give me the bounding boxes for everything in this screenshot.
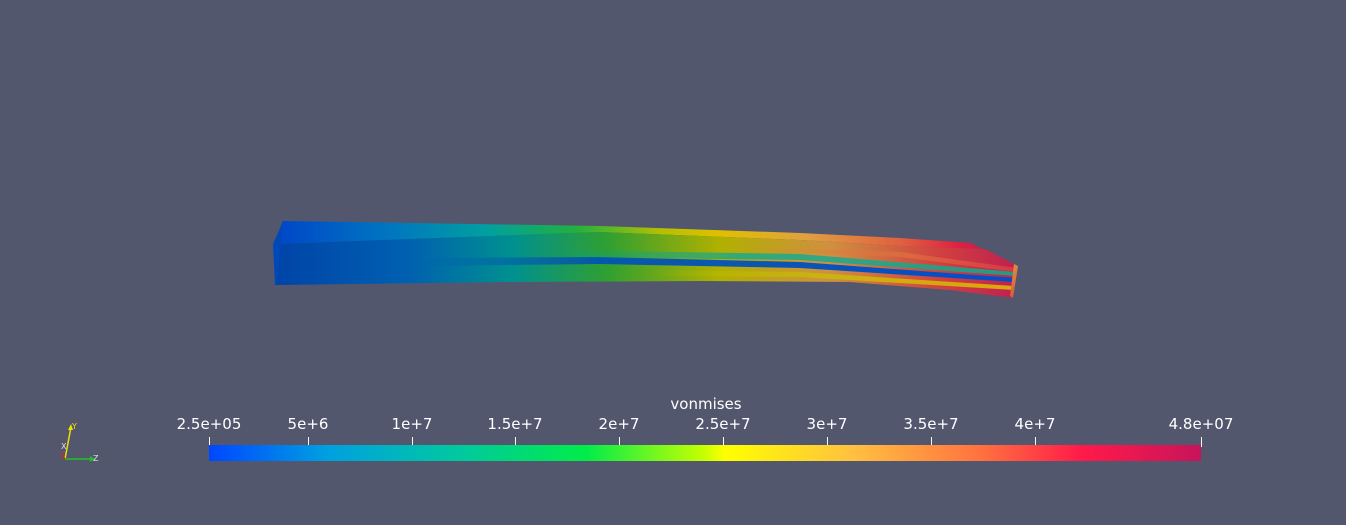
scalar-bar-tick-mark xyxy=(1201,437,1202,447)
y-axis-label: Y xyxy=(72,422,77,431)
scalar-bar-tick-mark xyxy=(931,437,932,447)
scalar-bar-tick-mark xyxy=(619,437,620,447)
colormap-gradient xyxy=(209,445,1201,461)
scalar-bar-tick-mark xyxy=(209,437,210,447)
scalar-bar-tick-label: 1e+7 xyxy=(391,415,433,433)
beam-left-end xyxy=(273,221,283,285)
scalar-bar-tick-label: 3e+7 xyxy=(806,415,848,433)
scalar-bar-tick-mark xyxy=(515,437,516,447)
z-axis-label: Z xyxy=(93,454,99,463)
scalar-bar-title: vonmises xyxy=(670,395,742,413)
stress-band xyxy=(650,270,1014,290)
scalar-bar-tick-label: 2.5e+7 xyxy=(695,415,751,433)
stress-band xyxy=(750,247,1017,272)
y-axis-arrow xyxy=(68,424,73,430)
stress-band xyxy=(420,257,1015,282)
x-axis-line xyxy=(60,452,66,460)
scalar-bar-tick-mark xyxy=(412,437,413,447)
scalar-bar-tick-mark xyxy=(827,437,828,447)
beam-top-face xyxy=(275,221,1018,266)
z-axis-arrow xyxy=(90,456,95,462)
x-axis-label: X xyxy=(61,442,67,451)
scalar-bar-tick-label: 4e+7 xyxy=(1014,415,1056,433)
scalar-bar-tick-label: 4.8e+07 xyxy=(1168,415,1234,433)
scalar-bar-tick-label: 3.5e+7 xyxy=(903,415,959,433)
scalar-bar-colormap xyxy=(209,445,1201,461)
beam-side-face xyxy=(275,232,1018,298)
scalar-bar-tick-mark xyxy=(308,437,309,447)
scalar-bar-tick-mark xyxy=(1035,437,1036,447)
beam-right-end xyxy=(1010,264,1018,298)
scalar-bar-tick-mark xyxy=(723,437,724,447)
orientation-axes xyxy=(60,424,95,462)
scalar-bar-tick-label: 2e+7 xyxy=(598,415,640,433)
scalar-bar-tick-label: 2.5e+05 xyxy=(176,415,242,433)
stress-band xyxy=(550,250,1016,276)
scalar-bar-tick-label: 1.5e+7 xyxy=(487,415,543,433)
y-axis-line xyxy=(64,426,72,460)
scalar-bar-tick-label: 5e+6 xyxy=(287,415,329,433)
